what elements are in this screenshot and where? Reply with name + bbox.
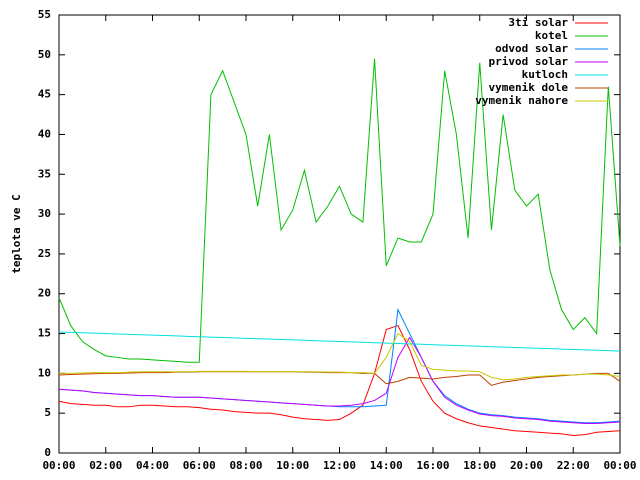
legend-label: 3ti solar: [508, 16, 568, 29]
x-tick-label: 06:00: [183, 459, 216, 472]
y-tick-label: 50: [38, 48, 51, 61]
y-tick-label: 25: [38, 247, 51, 260]
y-tick-label: 40: [38, 127, 51, 140]
y-tick-label: 30: [38, 207, 51, 220]
x-tick-label: 22:00: [557, 459, 590, 472]
y-tick-label: 5: [44, 406, 51, 419]
x-tick-label: 16:00: [416, 459, 449, 472]
series-line: [58, 324, 621, 436]
x-tick-label: 04:00: [136, 459, 169, 472]
series-line: [58, 331, 621, 352]
y-tick-label: 0: [44, 446, 51, 459]
series-line: [59, 332, 621, 381]
y-tick-label: 15: [38, 327, 51, 340]
legend-label: vymenik dole: [489, 81, 569, 94]
series-line: [58, 371, 621, 386]
series-line: [58, 336, 621, 425]
x-tick-label: 18:00: [463, 459, 496, 472]
x-tick-label: 08:00: [229, 459, 262, 472]
y-tick-label: 10: [38, 366, 51, 379]
x-tick-label: 02:00: [89, 459, 122, 472]
x-tick-label: 20:00: [510, 459, 543, 472]
x-tick-label: 14:00: [370, 459, 403, 472]
x-tick-label: 00:00: [42, 459, 75, 472]
y-axis-label: teplota ve C: [10, 194, 23, 273]
x-tick-label: 10:00: [276, 459, 309, 472]
x-tick-label: 12:00: [323, 459, 356, 472]
legend-label: kutloch: [522, 68, 568, 81]
legend-label: privod solar: [489, 55, 569, 68]
y-tick-label: 20: [38, 287, 51, 300]
y-tick-label: 55: [38, 8, 51, 21]
x-tick-label: 00:00: [603, 459, 636, 472]
legend-label: vymenik nahore: [475, 94, 568, 107]
series-line: [58, 58, 621, 363]
y-tick-label: 45: [38, 88, 51, 101]
legend-label: odvod solar: [495, 42, 568, 55]
y-tick-label: 35: [38, 167, 51, 180]
legend-label: kotel: [535, 29, 568, 42]
